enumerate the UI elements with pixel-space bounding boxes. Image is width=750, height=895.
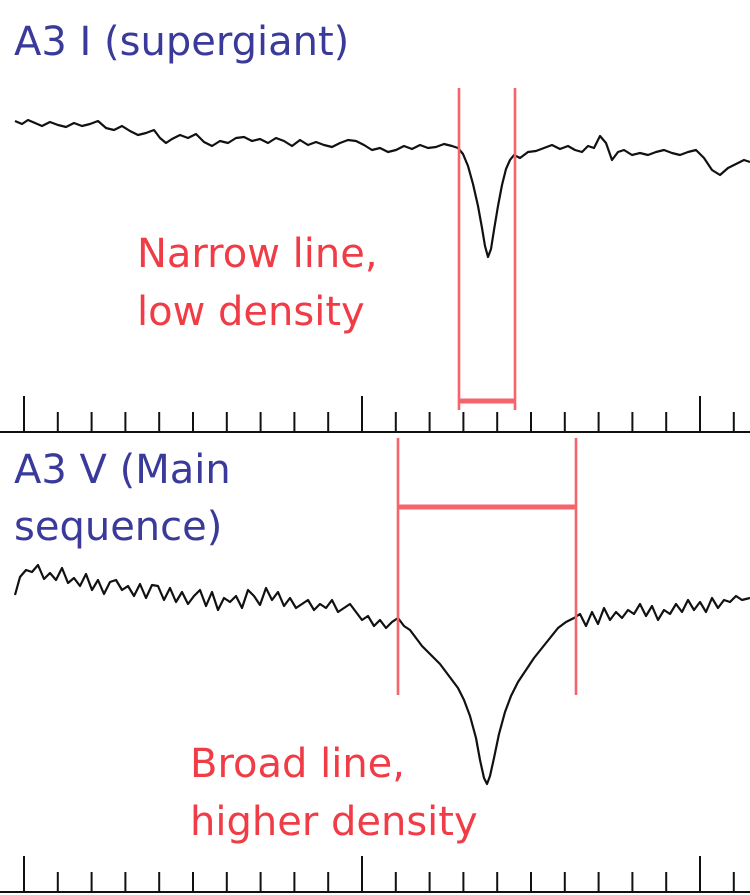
- spectrum-trace-supergiant: [14, 118, 750, 259]
- annotation-broad-line-1: Broad line,: [190, 741, 405, 787]
- wavelength-axis-top: [0, 396, 750, 433]
- annotation-narrow-line-1: Narrow line,: [137, 231, 378, 277]
- axis-ticks: [23, 856, 735, 892]
- panel-supergiant: [14, 88, 750, 410]
- axis-ticks: [23, 396, 735, 432]
- wavelength-axis-bottom: [0, 856, 750, 893]
- annotation-broad-line-2: higher density: [190, 799, 478, 845]
- annotation-narrow-line-2: low density: [137, 289, 365, 335]
- panel-title-supergiant: A3 I (supergiant): [14, 19, 350, 65]
- panel-main-sequence: [13, 438, 750, 786]
- spectrum-trace-main-sequence: [13, 563, 750, 786]
- panel-title-main-sequence-2: sequence): [14, 504, 223, 550]
- panel-title-main-sequence-1: A3 V (Main: [14, 447, 231, 493]
